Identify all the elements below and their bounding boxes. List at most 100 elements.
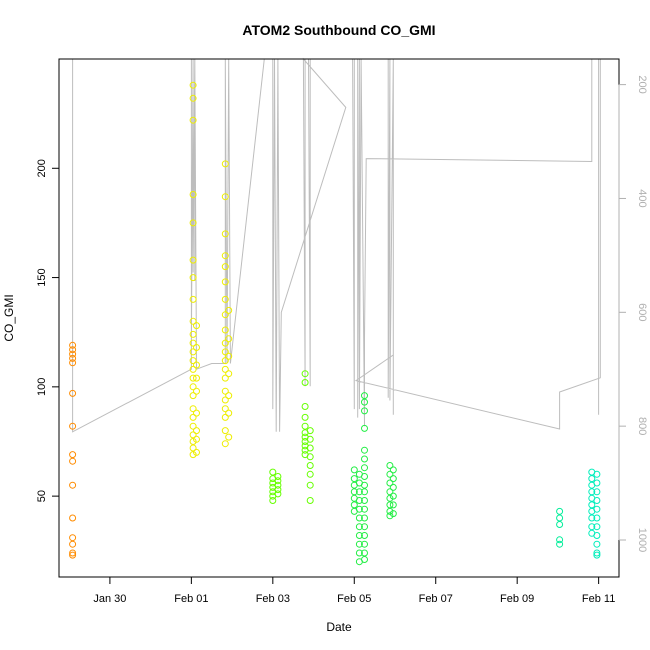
- data-point: [588, 514, 596, 522]
- data-point: [189, 116, 197, 124]
- data-point: [189, 339, 197, 347]
- data-point: [69, 389, 77, 397]
- right-tick-label: 200: [636, 75, 648, 93]
- data-point: [361, 556, 368, 563]
- data-point: [189, 383, 197, 391]
- data-point: [389, 483, 397, 491]
- data-point: [306, 427, 314, 435]
- right-y-axis: 200 400 600 800 1000: [618, 75, 648, 552]
- data-point: [221, 160, 229, 168]
- data-point: [189, 94, 197, 102]
- data-point: [189, 365, 197, 373]
- data-point: [221, 230, 229, 238]
- data-point: [593, 549, 601, 557]
- data-point: [355, 523, 363, 531]
- data-point: [386, 462, 394, 469]
- data-point: [306, 470, 314, 478]
- data-point: [306, 462, 314, 469]
- y-tick-label: 150: [36, 268, 48, 286]
- right-tick-label: 1000: [636, 528, 648, 552]
- data-point: [69, 540, 77, 548]
- data-point: [221, 252, 229, 260]
- data-point: [221, 348, 229, 356]
- data-point: [386, 479, 394, 487]
- data-point: [301, 403, 309, 410]
- data-point: [274, 481, 282, 489]
- data-point: [361, 481, 368, 489]
- data-point: [301, 413, 309, 421]
- data-point: [221, 427, 229, 435]
- data-point: [69, 350, 77, 358]
- x-axis-label: Date: [326, 620, 352, 634]
- data-point: [355, 488, 363, 496]
- data-point: [221, 413, 229, 421]
- x-tick-label: Feb 03: [256, 593, 290, 605]
- y-tick-label: 100: [36, 378, 48, 396]
- data-point: [389, 501, 397, 509]
- data-point: [221, 295, 229, 303]
- data-point: [221, 387, 229, 395]
- data-point: [593, 532, 601, 539]
- data-point: [189, 413, 197, 421]
- data-point: [221, 311, 229, 319]
- data-point: [355, 532, 363, 539]
- data-point: [269, 497, 277, 504]
- data-point: [386, 470, 394, 478]
- data-point: [221, 440, 229, 448]
- data-point: [301, 422, 309, 430]
- data-point: [350, 475, 358, 483]
- data-point: [274, 477, 282, 485]
- data-point: [389, 466, 397, 474]
- data-point: [69, 457, 77, 465]
- data-point: [225, 409, 233, 417]
- data-point: [189, 348, 197, 356]
- data-point: [221, 193, 229, 201]
- data-point: [301, 370, 309, 378]
- data-point: [389, 510, 397, 518]
- data-point: [361, 532, 368, 539]
- data-point: [221, 405, 229, 413]
- data-point: [593, 540, 601, 548]
- data-point: [189, 422, 197, 430]
- x-tick-label: Jan 30: [93, 593, 126, 605]
- data-point: [361, 473, 368, 480]
- data-point: [355, 540, 363, 548]
- y-axis: 50 100 150 200: [36, 159, 60, 502]
- data-point: [301, 379, 309, 386]
- data-point: [274, 473, 282, 480]
- data-point: [361, 505, 368, 513]
- right-tick-label: 400: [636, 189, 648, 207]
- data-point: [361, 455, 368, 463]
- data-point: [389, 492, 397, 500]
- data-point: [193, 427, 200, 435]
- data-point: [189, 405, 197, 413]
- data-point: [221, 357, 229, 365]
- x-tick-label: Feb 05: [337, 593, 371, 605]
- data-point: [221, 365, 229, 373]
- data-point: [361, 523, 368, 531]
- chart-title: ATOM2 Southbound CO_GMI: [242, 22, 435, 38]
- data-point: [593, 505, 601, 513]
- data-point: [189, 374, 197, 382]
- data-point: [361, 488, 368, 496]
- data-point: [361, 540, 368, 548]
- data-point: [225, 433, 233, 441]
- data-point: [355, 549, 363, 557]
- data-point: [350, 501, 358, 509]
- data-point: [193, 409, 200, 417]
- data-point: [588, 523, 596, 531]
- x-tick-label: Feb 01: [174, 593, 208, 605]
- data-point: [69, 534, 77, 542]
- data-point: [193, 344, 200, 351]
- data-point: [355, 505, 363, 513]
- data-point: [189, 392, 197, 400]
- data-point: [221, 374, 229, 382]
- data-point: [593, 497, 601, 504]
- data-point: [69, 422, 77, 430]
- data-point: [593, 470, 601, 478]
- data-point: [355, 497, 363, 504]
- data-point: [361, 514, 368, 522]
- data-point: [189, 330, 197, 338]
- data-point: [69, 346, 77, 354]
